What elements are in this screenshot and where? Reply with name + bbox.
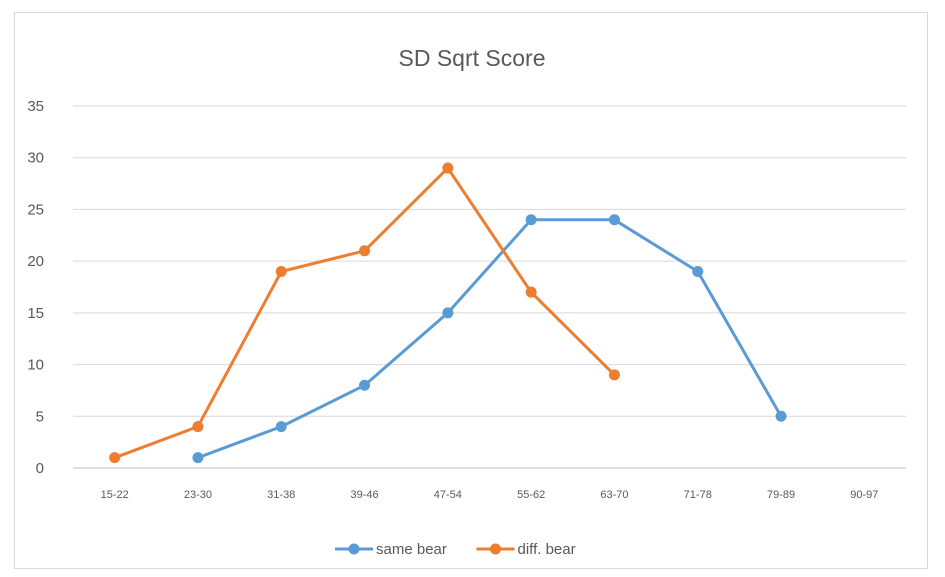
legend-swatch-marker (348, 543, 360, 555)
x-tick-label: 63-70 (600, 489, 628, 501)
data-point-diff-bear (192, 421, 204, 433)
data-point-same-bear (442, 307, 454, 319)
x-tick-label: 31-38 (267, 489, 295, 501)
data-point-diff-bear (109, 452, 121, 464)
series-layer (109, 162, 787, 464)
y-tick-label: 35 (27, 98, 44, 115)
data-point-same-bear (359, 379, 371, 391)
x-tick-label: 55-62 (517, 489, 545, 501)
data-point-same-bear (775, 410, 787, 422)
y-tick-label: 20 (27, 253, 44, 270)
series-line-same-bear (196, 218, 783, 460)
y-tick-label: 30 (27, 150, 44, 167)
data-point-diff-bear (275, 265, 287, 277)
legend-item-diff-bear: diff. bear (476, 541, 576, 558)
chart-frame (14, 12, 928, 569)
data-point-same-bear (692, 265, 704, 277)
gridlines (73, 105, 906, 469)
y-tick-label: 10 (27, 357, 44, 374)
legend-swatch-marker (490, 543, 501, 555)
data-point-same-bear (192, 452, 204, 464)
y-tick-label: 15 (27, 305, 44, 322)
x-tick-label: 23-30 (184, 489, 212, 501)
data-point-diff-bear (525, 286, 537, 298)
series-same-bear (192, 214, 787, 464)
x-tick-label: 39-46 (350, 489, 378, 501)
y-tick-label: 25 (27, 201, 44, 218)
y-tick-label: 5 (36, 408, 44, 425)
legend-item-same-bear: same bear (335, 541, 447, 558)
data-point-same-bear (608, 214, 620, 226)
x-axis-ticks: 15-22 23-30 31-38 39-46 47-54 55-62 63-70 71-78… (101, 489, 879, 501)
legend-label: diff. bear (518, 541, 576, 558)
x-tick-label: 47-54 (434, 489, 462, 501)
data-point-diff-bear (608, 369, 620, 381)
data-point-diff-bear (359, 245, 371, 257)
data-point-same-bear (275, 421, 287, 433)
data-point-same-bear (525, 214, 537, 226)
data-point-diff-bear (442, 162, 454, 174)
series-diff-bear (109, 162, 620, 464)
legend-label: same bear (376, 541, 447, 558)
x-tick-label: 71-78 (684, 489, 712, 501)
y-axis-ticks: 0 5 10 15 20 25 30 35 (27, 98, 44, 477)
legend: same bear diff. bear (335, 541, 576, 558)
x-tick-label: 79-89 (767, 489, 795, 501)
y-tick-label: 0 (36, 460, 44, 477)
chart-title: SD Sqrt Score (399, 45, 546, 71)
x-tick-label: 90-97 (850, 489, 878, 501)
x-tick-label: 15-22 (101, 489, 129, 501)
